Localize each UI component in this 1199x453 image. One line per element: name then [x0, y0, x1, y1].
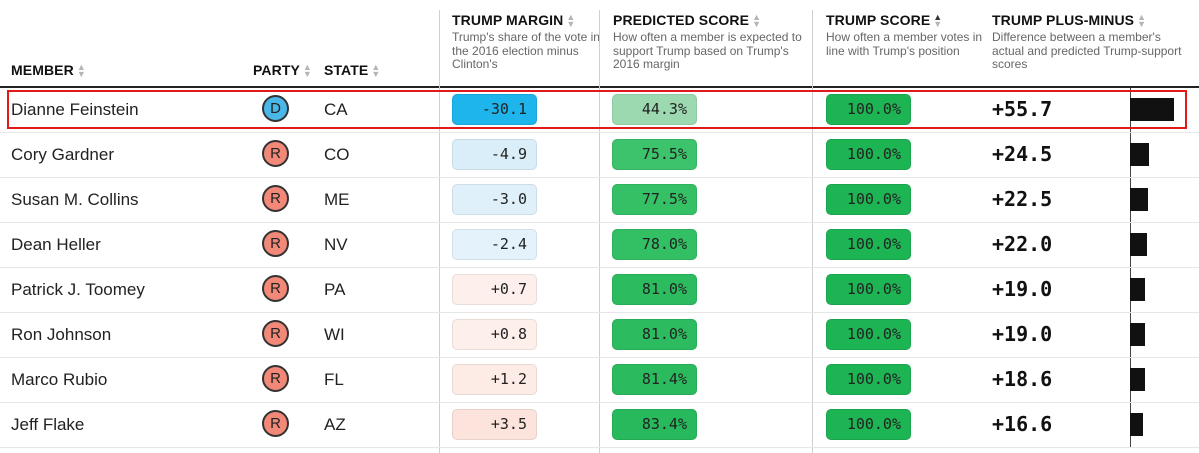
plus-minus-value: +18.6 [992, 367, 1053, 391]
header-predicted-score-desc: How often a member is expected to suppor… [613, 30, 802, 72]
header-plus-minus-label: TRUMP PLUS-MINUS [992, 12, 1135, 28]
trump-margin-value: +1.2 [452, 364, 537, 395]
column-divider [439, 10, 440, 453]
trump-margin-value: -30.1 [452, 94, 537, 125]
trump-score-value: 100.0% [826, 139, 911, 170]
table-row[interactable]: Dean Heller R NV -2.4 78.0% 100.0% +22.0 [0, 223, 1199, 268]
plus-minus-bar [1130, 188, 1148, 211]
member-name[interactable]: Susan M. Collins [11, 190, 139, 209]
table-row[interactable]: Ron Johnson R WI +0.8 81.0% 100.0% +19.0 [0, 313, 1199, 358]
header-trump-score[interactable]: TRUMP SCORE ▲ ▼ How often a member votes i… [826, 0, 986, 86]
party-badge: R [262, 140, 289, 167]
member-name[interactable]: Ron Johnson [11, 325, 112, 344]
trump-score-value: 100.0% [826, 274, 911, 305]
trump-margin-value: +3.5 [452, 409, 537, 440]
predicted-score-value: 44.3% [612, 94, 697, 125]
table-row[interactable]: Jeff Flake R AZ +3.5 83.4% 100.0% +16.6 [0, 403, 1199, 448]
plus-minus-value: +24.5 [992, 142, 1053, 166]
sort-icon[interactable]: ▲ ▼ [1137, 12, 1147, 30]
trump-score-value: 100.0% [826, 319, 911, 350]
header-trump-score-label: TRUMP SCORE [826, 12, 931, 28]
party-badge: R [262, 275, 289, 302]
predicted-score-value: 83.4% [612, 409, 697, 440]
plus-minus-bar [1130, 143, 1149, 166]
plus-minus-bar [1130, 278, 1145, 301]
party-badge: R [262, 230, 289, 257]
plus-minus-value: +22.0 [992, 232, 1053, 256]
header-state-label: STATE [324, 62, 369, 78]
trump-score-value: 100.0% [826, 94, 911, 125]
state-cell: PA [324, 280, 346, 299]
trump-margin-value: +0.8 [452, 319, 537, 350]
state-cell: NV [324, 235, 348, 254]
header-trump-margin-label: TRUMP MARGIN [452, 12, 564, 28]
table-row[interactable]: Dianne Feinstein D CA -30.1 44.3% 100.0%… [0, 88, 1199, 133]
state-cell: WI [324, 325, 345, 344]
party-badge: R [262, 185, 289, 212]
header-member-label: MEMBER [11, 62, 74, 78]
party-badge: D [262, 95, 289, 122]
header-trump-margin[interactable]: TRUMP MARGIN ▲ ▼ Trump's share of the vote… [452, 0, 602, 86]
predicted-score-value: 81.0% [612, 319, 697, 350]
header-predicted-score[interactable]: PREDICTED SCORE ▲ ▼ How often a member is … [613, 0, 813, 86]
party-badge: R [262, 365, 289, 392]
party-badge: R [262, 410, 289, 437]
member-name[interactable]: Patrick J. Toomey [11, 280, 145, 299]
state-cell: AZ [324, 415, 346, 434]
member-name[interactable]: Dianne Feinstein [11, 100, 139, 119]
header-predicted-score-label: PREDICTED SCORE [613, 12, 750, 28]
table-row[interactable]: Susan M. Collins R ME -3.0 77.5% 100.0% … [0, 178, 1199, 223]
state-cell: CO [324, 145, 350, 164]
plus-minus-bar [1130, 323, 1145, 346]
trump-margin-value: -3.0 [452, 184, 537, 215]
predicted-score-value: 81.4% [612, 364, 697, 395]
predicted-score-value: 81.0% [612, 274, 697, 305]
column-divider [599, 10, 600, 453]
trump-score-value: 100.0% [826, 409, 911, 440]
plus-minus-value: +16.6 [992, 412, 1053, 436]
table-row[interactable]: Patrick J. Toomey R PA +0.7 81.0% 100.0%… [0, 268, 1199, 313]
member-name[interactable]: Marco Rubio [11, 370, 108, 389]
table-row[interactable]: Marco Rubio R FL +1.2 81.4% 100.0% +18.6 [0, 358, 1199, 403]
state-cell: FL [324, 370, 344, 389]
plus-minus-bar [1130, 98, 1174, 121]
plus-minus-bar [1130, 233, 1147, 256]
sort-icon[interactable]: ▲ ▼ [76, 62, 86, 80]
state-cell: CA [324, 100, 348, 119]
header-plus-minus[interactable]: TRUMP PLUS-MINUS ▲ ▼ Difference between a … [992, 0, 1192, 86]
plus-minus-value: +19.0 [992, 322, 1053, 346]
sort-icon-active[interactable]: ▲ ▼ [933, 12, 943, 30]
member-name[interactable]: Cory Gardner [11, 145, 114, 164]
trump-margin-value: -2.4 [452, 229, 537, 260]
party-badge: R [262, 320, 289, 347]
plus-minus-bar [1130, 413, 1143, 436]
state-cell: ME [324, 190, 350, 209]
sort-icon[interactable]: ▲ ▼ [566, 12, 576, 30]
trump-score-value: 100.0% [826, 229, 911, 260]
predicted-score-value: 75.5% [612, 139, 697, 170]
trump-margin-value: -4.9 [452, 139, 537, 170]
sort-icon[interactable]: ▲ ▼ [752, 12, 762, 30]
table-header: MEMBER ▲ ▼ PARTY ▲ ▼ STATE ▲ ▼ TRUMP MARGIN ▲ ▼ … [0, 0, 1199, 88]
plus-minus-bar [1130, 368, 1145, 391]
plus-minus-value: +55.7 [992, 97, 1053, 121]
trump-margin-value: +0.7 [452, 274, 537, 305]
predicted-score-value: 78.0% [612, 229, 697, 260]
sort-icon[interactable]: ▲ ▼ [371, 62, 381, 80]
table-row[interactable]: Cory Gardner R CO -4.9 75.5% 100.0% +24.… [0, 133, 1199, 178]
header-party-label: PARTY [253, 62, 300, 78]
sort-icon[interactable]: ▲ ▼ [302, 62, 312, 80]
plus-minus-value: +22.5 [992, 187, 1053, 211]
predicted-score-value: 77.5% [612, 184, 697, 215]
header-plus-minus-desc: Difference between a member's actual and… [992, 30, 1182, 72]
column-divider [812, 10, 813, 453]
plus-minus-value: +19.0 [992, 277, 1053, 301]
member-name[interactable]: Dean Heller [11, 235, 101, 254]
header-trump-score-desc: How often a member votes in line with Tr… [826, 30, 983, 58]
trump-score-value: 100.0% [826, 184, 911, 215]
member-name[interactable]: Jeff Flake [11, 415, 85, 434]
trump-score-value: 100.0% [826, 364, 911, 395]
header-trump-margin-desc: Trump's share of the vote in the 2016 el… [452, 30, 600, 72]
